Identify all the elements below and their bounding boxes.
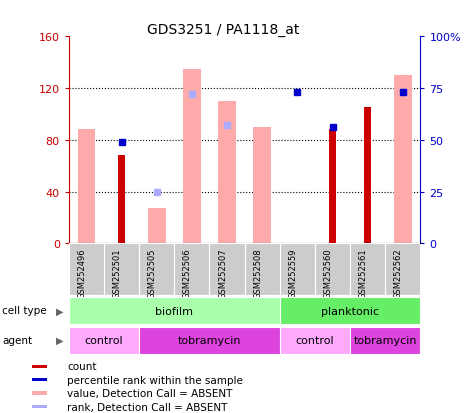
Bar bbox=[104, 244, 139, 295]
Bar bbox=[280, 327, 350, 354]
Bar bbox=[394, 76, 411, 244]
Text: GSM252507: GSM252507 bbox=[218, 248, 227, 298]
Bar bbox=[69, 297, 280, 324]
Bar bbox=[209, 244, 245, 295]
Text: biofilm: biofilm bbox=[155, 306, 193, 316]
Text: ▶: ▶ bbox=[56, 306, 63, 316]
Bar bbox=[280, 244, 315, 295]
Bar bbox=[139, 327, 280, 354]
Bar bbox=[385, 244, 420, 295]
Text: GSM252496: GSM252496 bbox=[77, 248, 86, 298]
Text: percentile rank within the sample: percentile rank within the sample bbox=[67, 375, 243, 385]
Bar bbox=[315, 244, 350, 295]
Bar bbox=[78, 130, 95, 244]
Text: tobramycin: tobramycin bbox=[178, 335, 241, 346]
Bar bbox=[118, 156, 125, 244]
Bar bbox=[245, 244, 280, 295]
Bar bbox=[218, 102, 236, 244]
Text: GSM252561: GSM252561 bbox=[359, 248, 368, 298]
Bar bbox=[139, 244, 174, 295]
Text: cell type: cell type bbox=[2, 306, 47, 316]
Text: agent: agent bbox=[2, 335, 32, 345]
Bar bbox=[280, 297, 420, 324]
Bar bbox=[350, 244, 385, 295]
Text: tobramycin: tobramycin bbox=[353, 335, 417, 346]
Text: ▶: ▶ bbox=[56, 335, 63, 345]
Text: planktonic: planktonic bbox=[321, 306, 379, 316]
Bar bbox=[32, 378, 47, 382]
Bar bbox=[364, 108, 371, 244]
Bar bbox=[350, 327, 420, 354]
Text: GDS3251 / PA1118_at: GDS3251 / PA1118_at bbox=[147, 23, 299, 37]
Text: GSM252501: GSM252501 bbox=[113, 248, 122, 298]
Text: GSM252506: GSM252506 bbox=[183, 248, 192, 298]
Text: GSM252508: GSM252508 bbox=[253, 248, 262, 298]
Bar bbox=[174, 244, 209, 295]
Bar bbox=[254, 128, 271, 244]
Text: control: control bbox=[85, 335, 124, 346]
Bar bbox=[148, 209, 165, 244]
Bar bbox=[32, 405, 47, 408]
Text: GSM252559: GSM252559 bbox=[288, 248, 297, 298]
Bar bbox=[32, 392, 47, 395]
Bar bbox=[69, 327, 139, 354]
Bar bbox=[329, 130, 336, 244]
Text: value, Detection Call = ABSENT: value, Detection Call = ABSENT bbox=[67, 388, 233, 398]
Text: GSM252505: GSM252505 bbox=[148, 248, 157, 298]
Bar bbox=[183, 69, 200, 244]
Text: rank, Detection Call = ABSENT: rank, Detection Call = ABSENT bbox=[67, 401, 228, 412]
Bar bbox=[69, 244, 104, 295]
Bar bbox=[32, 365, 47, 368]
Text: GSM252560: GSM252560 bbox=[323, 248, 332, 298]
Text: count: count bbox=[67, 361, 97, 371]
Text: GSM252562: GSM252562 bbox=[394, 248, 403, 298]
Text: control: control bbox=[295, 335, 334, 346]
